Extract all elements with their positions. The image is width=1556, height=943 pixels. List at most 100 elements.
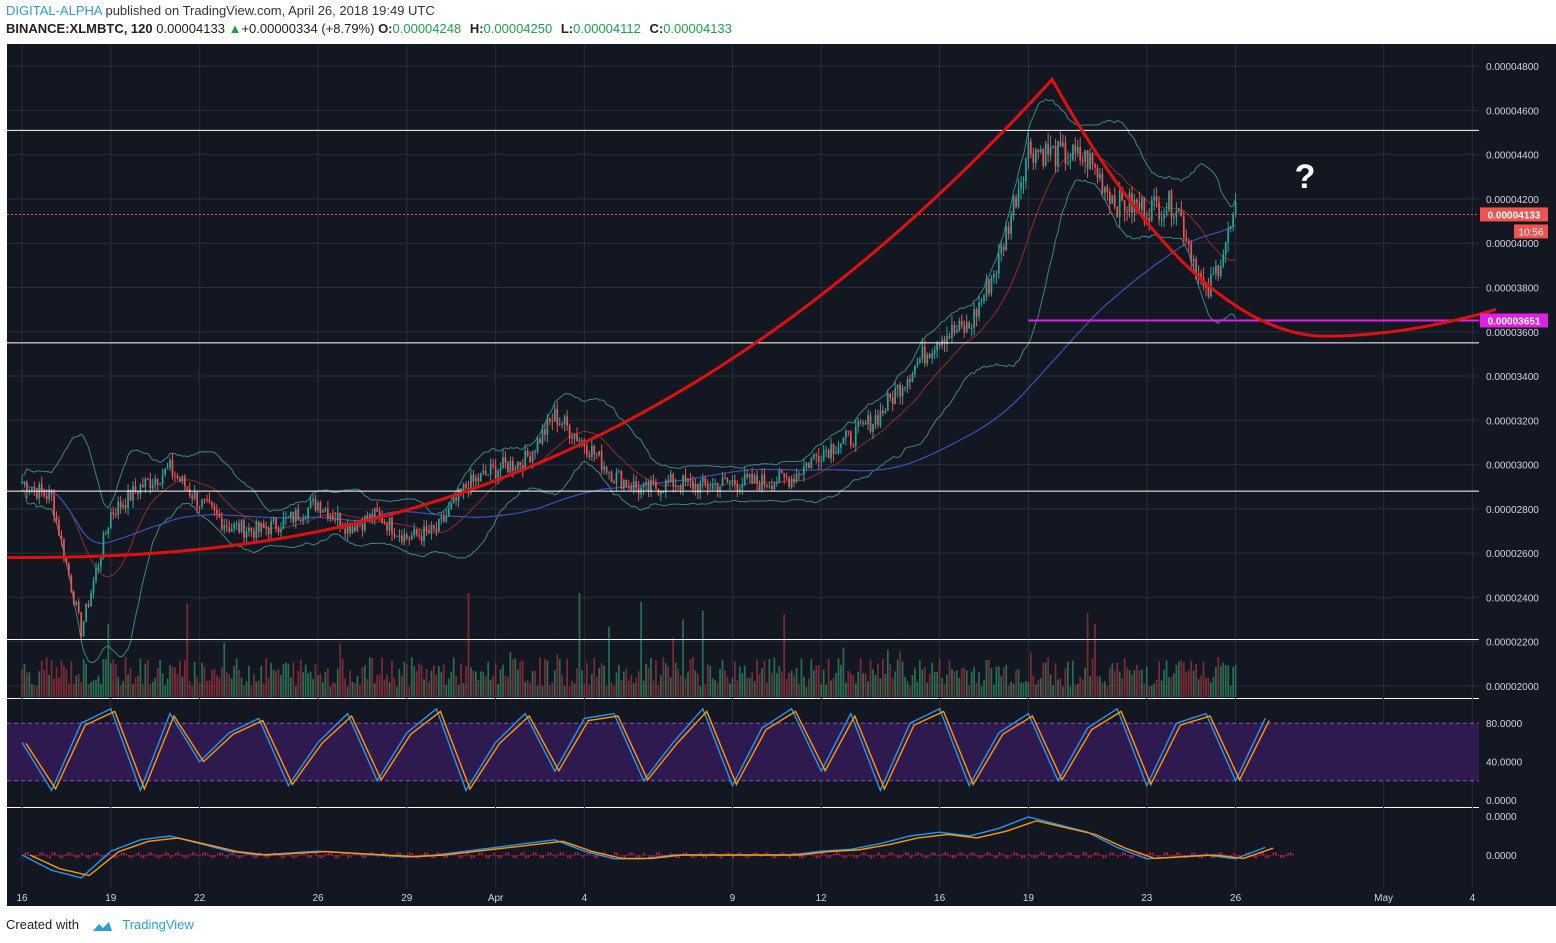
candle-body [1195, 259, 1197, 279]
candle-body [817, 455, 820, 462]
macd-histogram-bar [1043, 852, 1045, 856]
macd-histogram-bar [892, 853, 895, 856]
macd-histogram-bar [705, 855, 707, 859]
macd-histogram-bar [998, 852, 1001, 856]
candle-body [768, 486, 771, 488]
volume-bar [578, 593, 581, 697]
volume-bar [689, 659, 692, 697]
candle-body [112, 512, 115, 515]
macd-histogram-bar [949, 855, 951, 857]
macd-histogram-bar [281, 855, 283, 859]
macd-histogram-bar [436, 852, 438, 856]
macd-histogram-bar [1035, 855, 1038, 858]
price-tick-label: 0.00003600 [1486, 328, 1539, 339]
macd-histogram-bar [1260, 852, 1262, 856]
macd-histogram-bar [912, 855, 914, 857]
volume-bar [605, 685, 608, 697]
macd-histogram-bar [554, 855, 557, 858]
candle-body [598, 451, 601, 456]
macd-histogram-bar [409, 852, 411, 856]
macd-histogram-bar [480, 852, 483, 856]
band-basis [21, 151, 1236, 578]
candle-body [218, 513, 221, 518]
candle-body [1180, 209, 1183, 217]
candle-body [166, 467, 169, 469]
volume-bar [183, 660, 186, 697]
macd-histogram-bar [76, 855, 78, 859]
macd-histogram-bar [189, 853, 192, 856]
volume-bar [487, 662, 490, 697]
candle-body [415, 528, 418, 535]
volume-bar [706, 664, 709, 697]
volume-bar [990, 668, 993, 697]
macd-histogram-bar [655, 852, 658, 856]
macd-histogram-bar [51, 852, 54, 856]
candle-body [738, 489, 741, 491]
price-tick-label: 0.00004000 [1486, 239, 1539, 250]
macd-histogram-bar [214, 855, 216, 858]
candle-body [277, 528, 280, 533]
volume-bar [391, 660, 393, 697]
volume-bar [1192, 670, 1195, 697]
macd-pane-background [7, 808, 1479, 888]
volume-bar [627, 680, 630, 697]
volume-bar [139, 658, 142, 697]
candle-body [721, 477, 724, 487]
macd-histogram-bar [1287, 852, 1289, 856]
tradingview-link[interactable]: TradingView [122, 917, 194, 932]
macd-histogram-bar [285, 854, 288, 856]
macd-histogram-bar [1060, 855, 1062, 859]
last-price-tag-bg [1480, 207, 1548, 222]
author-name[interactable]: DIGITAL-ALPHA [6, 3, 102, 18]
macd-histogram-bar [421, 854, 424, 856]
macd-histogram-bar [483, 855, 485, 856]
volume-bar [901, 661, 904, 697]
volume-bar [761, 668, 763, 697]
macd-histogram-bar [1102, 855, 1104, 859]
volume-bar [923, 666, 926, 697]
stoch-k-line [21, 707, 1266, 793]
volume-bar [586, 662, 588, 697]
macd-histogram-bar [1023, 855, 1025, 858]
candle-body [815, 454, 818, 456]
candle-body [408, 538, 411, 540]
volume-bar [1091, 658, 1094, 697]
candle-body [1022, 181, 1025, 183]
candle-body [1145, 217, 1148, 219]
volume-bar [354, 683, 356, 697]
candle-body [758, 483, 761, 491]
price-tick-label: 0.00003000 [1486, 461, 1539, 472]
volume-bar [112, 659, 115, 697]
macd-histogram-bar [500, 855, 503, 858]
candle-body [487, 474, 490, 476]
volume-bar [331, 682, 334, 697]
candle-body [1173, 216, 1175, 218]
candle-body [825, 449, 827, 451]
volume-bar [983, 680, 985, 697]
candle-body [724, 477, 726, 479]
candle-body [410, 535, 413, 540]
volume-bar [420, 665, 423, 697]
publish-text: published on TradingView.com, April 26, … [105, 3, 435, 18]
candle-body [729, 482, 731, 484]
macd-histogram-bar [352, 853, 355, 856]
candle-body [1158, 202, 1160, 220]
volume-bar [891, 678, 894, 697]
candle-body [433, 524, 435, 529]
volume-bar [738, 666, 741, 697]
macd-histogram-bar [616, 852, 618, 856]
volume-bar [58, 677, 60, 697]
volume-bar [867, 681, 869, 697]
candle-body [460, 488, 462, 492]
macd-histogram-bar [626, 855, 628, 856]
candle-body [119, 501, 122, 508]
candle-body [1054, 145, 1057, 167]
volume-bar [697, 674, 699, 697]
macd-histogram-bar [542, 855, 544, 859]
candle-body [1212, 273, 1215, 275]
macd-histogram-bar [517, 855, 520, 856]
candle-body [1111, 195, 1114, 204]
volume-bar [1148, 686, 1151, 697]
candle-body [262, 523, 265, 528]
volume-bar [398, 668, 401, 697]
